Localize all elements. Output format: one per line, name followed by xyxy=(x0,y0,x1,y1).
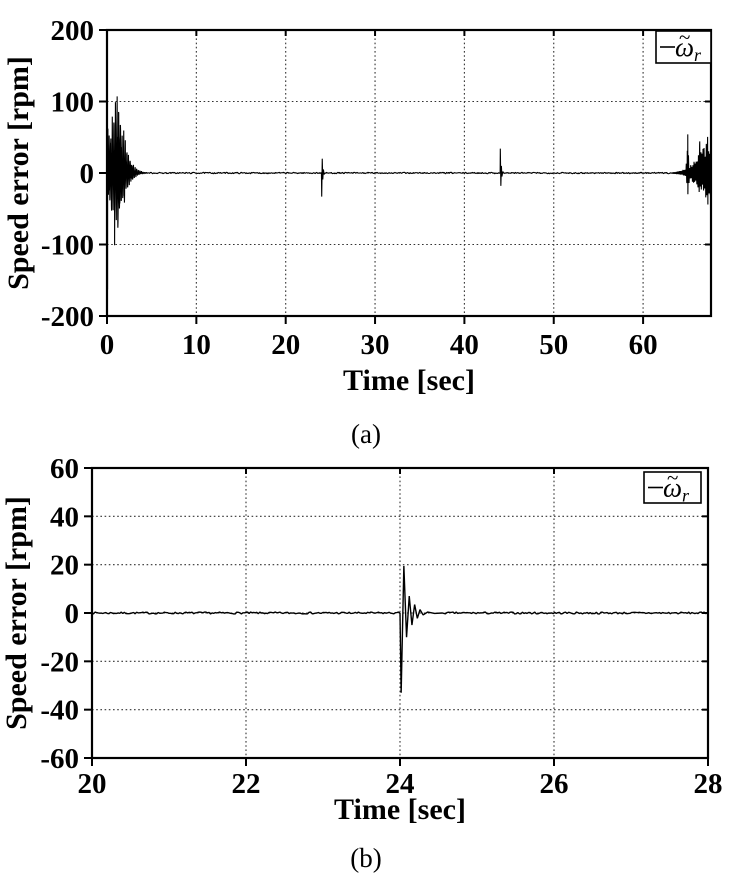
x-tick-label: 20 xyxy=(271,329,300,361)
legend-symbol-tilde: ~ xyxy=(679,25,690,49)
x-axis-label-a: Time [sec] xyxy=(343,364,475,397)
x-tick-label: 50 xyxy=(539,329,568,361)
y-tick-label: 20 xyxy=(50,550,79,582)
x-tick-label: 0 xyxy=(100,329,115,361)
y-tick-label: 0 xyxy=(80,158,95,190)
y-tick-label: -200 xyxy=(41,301,94,333)
y-tick-label: -40 xyxy=(40,695,79,727)
y-tick-label: 100 xyxy=(51,87,95,119)
legend-subscript-r: r xyxy=(694,45,702,65)
x-tick-label: 22 xyxy=(232,768,261,800)
tick-labels: 20 22 24 26 28 60 40 20 0 -20 -40 -60 xyxy=(40,453,722,800)
y-tick-label: -60 xyxy=(40,743,79,775)
legend-symbol-omega: ω xyxy=(675,32,694,62)
chart-a: 0 10 20 30 40 50 60 200 100 0 -100 -200 ω~r xyxy=(41,15,713,361)
x-tick-label: 40 xyxy=(450,329,479,361)
axes-box xyxy=(90,466,710,760)
y-axis-label-b: Speed error [rpm] xyxy=(0,496,33,730)
chart-b: 20 22 24 26 28 60 40 20 0 -20 -40 -60 ω~r xyxy=(40,453,722,800)
x-axis-label-b: Time [sec] xyxy=(334,793,466,826)
series-omega_tilde_r xyxy=(91,565,709,693)
legend: ω~r xyxy=(643,466,702,506)
x-tick-label: 30 xyxy=(361,329,390,361)
x-tick-label: 28 xyxy=(694,768,723,800)
y-tick-label: 0 xyxy=(65,598,80,630)
tick-marks xyxy=(99,29,711,324)
y-tick-label: 40 xyxy=(50,501,79,533)
y-tick-label: 60 xyxy=(50,453,79,485)
series-omega_tilde_r xyxy=(106,96,712,290)
x-tick-label: 10 xyxy=(182,329,211,361)
caption-b: (b) xyxy=(350,843,381,873)
legend-subscript-r: r xyxy=(682,486,690,506)
legend-symbol-omega: ω xyxy=(663,473,682,503)
caption-a: (a) xyxy=(351,419,381,449)
tick-marks xyxy=(84,467,709,766)
legend: ω~r xyxy=(655,25,712,65)
x-tick-label: 26 xyxy=(540,768,569,800)
axes-box xyxy=(105,28,713,318)
y-tick-label: -100 xyxy=(41,230,94,262)
x-tick-label: 60 xyxy=(629,329,658,361)
y-tick-label: 200 xyxy=(51,15,95,47)
y-axis-label-a: Speed error [rpm] xyxy=(2,56,35,290)
y-tick-label: -20 xyxy=(40,646,79,678)
x-tick-label: 20 xyxy=(78,768,107,800)
x-tick-label: 24 xyxy=(386,768,415,800)
tick-labels: 0 10 20 30 40 50 60 200 100 0 -100 -200 xyxy=(41,15,658,361)
legend-symbol-tilde: ~ xyxy=(667,466,678,490)
